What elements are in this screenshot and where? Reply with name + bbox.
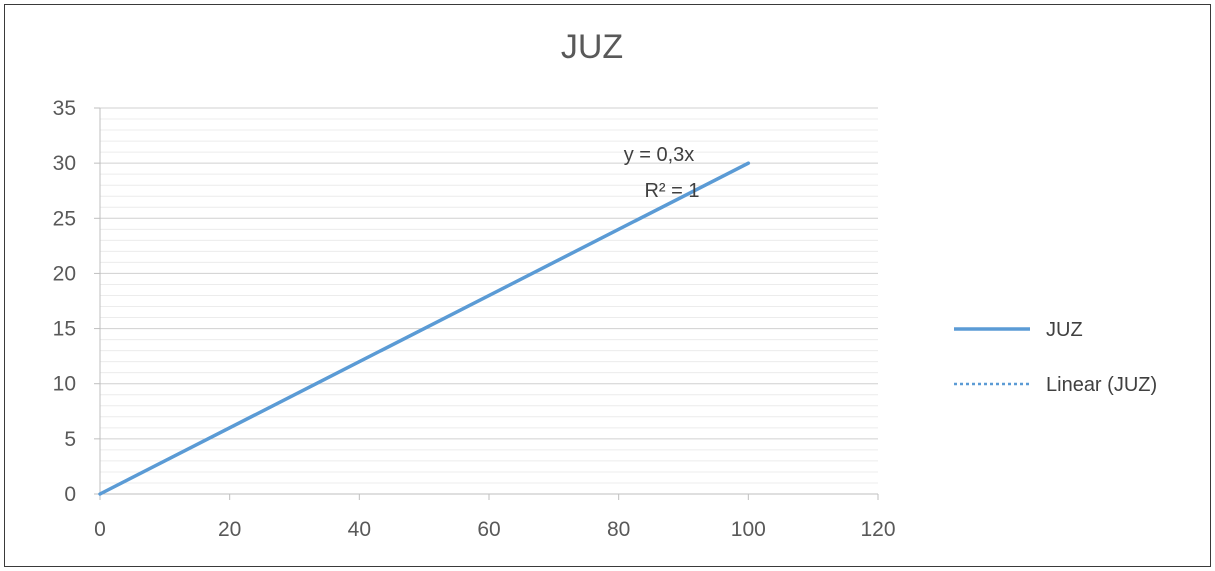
x-tick-label: 40: [348, 518, 371, 541]
y-tick-labels: 0 5 10 15 20 25 30 35: [53, 97, 100, 506]
x-tick-label: 20: [218, 518, 241, 541]
chart-frame: [4, 4, 1211, 567]
legend-label: JUZ: [1046, 319, 1083, 341]
y-tick-label: 10: [53, 373, 76, 396]
legend: JUZ Linear (JUZ): [954, 319, 1157, 396]
y-tick-label: 5: [64, 428, 76, 451]
x-tick-label: 60: [477, 518, 500, 541]
x-tick-label: 0: [94, 518, 106, 541]
legend-label: Linear (JUZ): [1046, 374, 1157, 396]
y-tick-label: 15: [53, 318, 76, 341]
y-tick-label: 30: [53, 152, 76, 175]
series-group: [98, 161, 751, 496]
y-tick-label: 0: [64, 483, 76, 506]
trendline-r2: R² = 1: [644, 180, 699, 202]
x-tick-label: 80: [607, 518, 630, 541]
y-tick-label: 25: [53, 207, 76, 230]
y-tick-label: 35: [53, 97, 76, 120]
chart-title: JUZ: [561, 28, 623, 66]
trendline-label: y = 0,3x R² = 1: [624, 144, 700, 202]
grid: [100, 107, 878, 484]
series-line-2: [99, 162, 750, 495]
trendline-equation: y = 0,3x: [624, 144, 695, 166]
x-tick-label: 100: [731, 518, 766, 541]
x-tick-labels: 0 20 40 60 80 100 120: [94, 494, 896, 541]
y-tick-label: 20: [53, 262, 76, 285]
x-tick-label: 120: [860, 518, 895, 541]
